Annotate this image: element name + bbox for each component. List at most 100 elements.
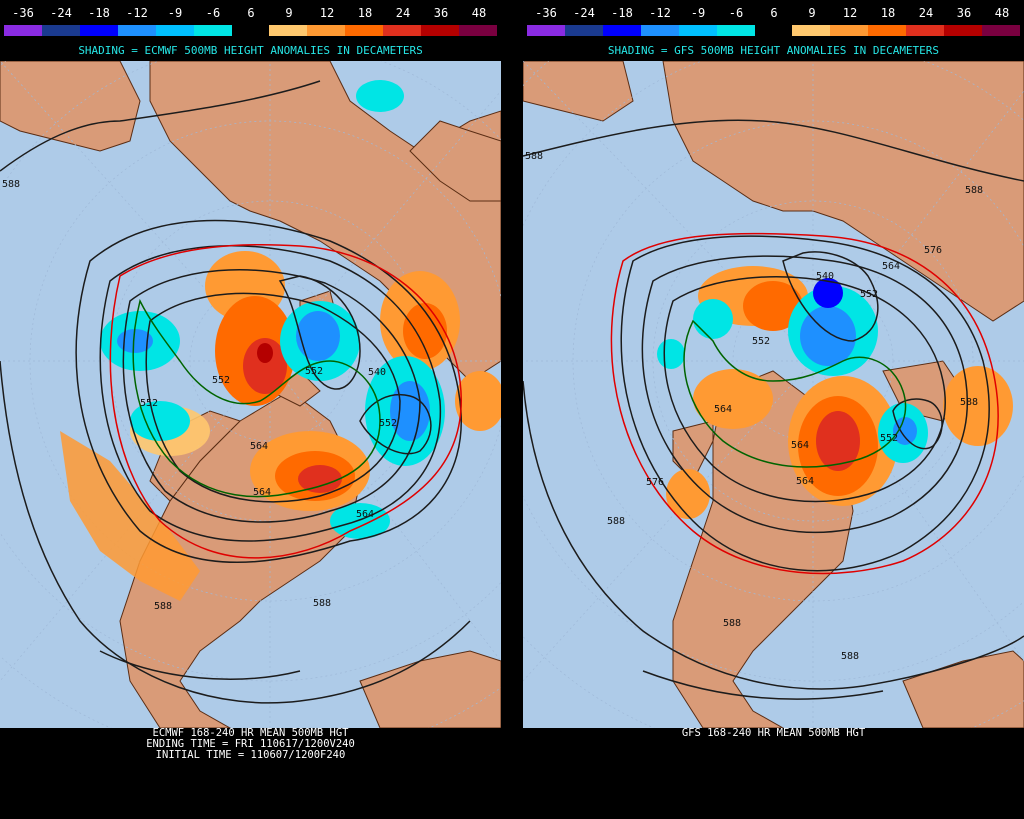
scale-label: 18	[880, 6, 896, 20]
scale-label: 9	[808, 6, 816, 20]
contour-label: 588	[723, 618, 741, 629]
contour-label: 588	[841, 651, 859, 662]
map-caption: GFS 168-240 HR MEAN 500MB HGT	[523, 728, 1024, 739]
scale-swatch	[459, 25, 497, 36]
contour-label: 540	[816, 271, 834, 282]
scale-swatch	[602, 25, 641, 36]
shading-title: SHADING = GFS 500MB HEIGHT ANOMALIES IN …	[607, 44, 940, 57]
scale-color-bar	[527, 25, 1020, 36]
contour-label: 552	[140, 398, 158, 409]
scale-swatch	[4, 25, 42, 36]
height-contours	[523, 119, 1024, 700]
scale-swatch	[527, 25, 565, 36]
scale-label: -12	[126, 6, 148, 20]
scale-label: 18	[357, 6, 373, 20]
caption-line: GFS 168-240 HR MEAN 500MB HGT	[681, 727, 866, 739]
scale-swatch	[117, 25, 156, 36]
contour-label: 564	[250, 441, 268, 452]
scale-swatch	[155, 25, 194, 36]
contour-label: 588	[313, 598, 331, 609]
scale-swatch	[792, 25, 831, 36]
scale-swatch	[906, 25, 945, 36]
scale-label: 24	[395, 6, 411, 20]
caption-line: INITIAL TIME = 110607/1200F240	[155, 749, 346, 761]
scale-swatch	[830, 25, 869, 36]
scale-label: 12	[319, 6, 335, 20]
scale-swatch	[41, 25, 80, 36]
scale-swatch	[982, 25, 1020, 36]
ecmwf-map-svg: 588 552 552 552 540 552 564 564 564 588 …	[0, 61, 501, 728]
scale-label: 48	[994, 6, 1010, 20]
gfs-panel: -36 -24 -18 -12 -9 -6 6 9 12 18 24 36 48…	[523, 0, 1024, 819]
contour-labels: 588 552 552 552 540 552 564 564 564 588 …	[2, 179, 397, 612]
scale-label: 9	[285, 6, 293, 20]
height-contours	[0, 80, 471, 704]
scale-labels: -36 -24 -18 -12 -9 -6 6 9 12 18 24 36 48	[527, 6, 1020, 22]
map-caption: ECMWF 168-240 HR MEAN 500MB HGT ENDING T…	[0, 728, 501, 761]
scale-label: -24	[50, 6, 72, 20]
contour-label: 588	[525, 151, 543, 162]
caption-line: ECMWF 168-240 HR MEAN 500MB HGT	[152, 727, 349, 739]
scale-swatch	[79, 25, 118, 36]
scale-swatch	[868, 25, 907, 36]
scale-labels: -36 -24 -18 -12 -9 -6 6 9 12 18 24 36 48	[4, 6, 497, 22]
ecmwf-map: 588 552 552 552 540 552 564 564 564 588 …	[0, 61, 501, 728]
scale-label: -36	[535, 6, 557, 20]
anomaly-color-scale: -36 -24 -18 -12 -9 -6 6 9 12 18 24 36 48	[527, 6, 1020, 36]
contour-label: 588	[965, 185, 983, 196]
contour-label: 552	[752, 336, 770, 347]
scale-label: -36	[12, 6, 34, 20]
scale-label: -6	[205, 6, 221, 20]
scale-label: -24	[573, 6, 595, 20]
contour-label: 564	[882, 261, 900, 272]
scale-swatch	[564, 25, 603, 36]
contour-label: 552	[860, 289, 878, 300]
scale-label: -12	[649, 6, 671, 20]
scale-label: 36	[433, 6, 449, 20]
contour-label: 552	[880, 433, 898, 444]
contour-label: 564	[253, 487, 271, 498]
contour-label: 564	[796, 476, 814, 487]
scale-label: 6	[770, 6, 778, 20]
contour-label: 588	[607, 516, 625, 527]
contour-label: 576	[924, 245, 942, 256]
contour-label: 552	[305, 366, 323, 377]
caption-line: ENDING TIME = FRI 110617/1200V240	[146, 738, 355, 750]
scale-swatch	[754, 25, 793, 36]
scale-swatch	[421, 25, 460, 36]
anomaly-color-scale: -36 -24 -18 -12 -9 -6 6 9 12 18 24 36 48	[4, 6, 497, 36]
contour-label: 552	[212, 375, 230, 386]
scale-label: -18	[88, 6, 110, 20]
contour-576	[610, 232, 999, 575]
contour-label: 564	[714, 404, 732, 415]
contour-552	[132, 298, 381, 498]
contour-552	[683, 319, 907, 468]
gfs-map: 588 588 576 564 540 552 552 564 564 564 …	[523, 61, 1024, 728]
scale-label: 12	[842, 6, 858, 20]
scale-swatch	[640, 25, 679, 36]
ecmwf-panel: -36 -24 -18 -12 -9 -6 6 9 12 18 24 36 48…	[0, 0, 501, 819]
scale-label: 6	[247, 6, 255, 20]
scale-swatch	[231, 25, 270, 36]
scale-label: -9	[690, 6, 706, 20]
panel-divider	[501, 0, 523, 819]
contour-label: 540	[368, 367, 386, 378]
scale-color-bar	[4, 25, 497, 36]
scale-label: -9	[167, 6, 183, 20]
contour-label: 588	[2, 179, 20, 190]
gfs-map-svg: 588 588 576 564 540 552 552 564 564 564 …	[523, 61, 1024, 728]
anomaly-shading	[657, 266, 1013, 519]
scale-swatch	[345, 25, 384, 36]
scale-swatch	[944, 25, 983, 36]
scale-label: 24	[918, 6, 934, 20]
scale-swatch	[193, 25, 232, 36]
scale-swatch	[716, 25, 755, 36]
scale-swatch	[383, 25, 422, 36]
scale-label: 48	[471, 6, 487, 20]
contour-576	[109, 244, 462, 559]
scale-swatch	[269, 25, 308, 36]
scale-label: -18	[611, 6, 633, 20]
scale-swatch	[678, 25, 717, 36]
contour-labels: 588 588 576 564 540 552 552 564 564 564 …	[525, 151, 983, 662]
scale-label: 36	[956, 6, 972, 20]
